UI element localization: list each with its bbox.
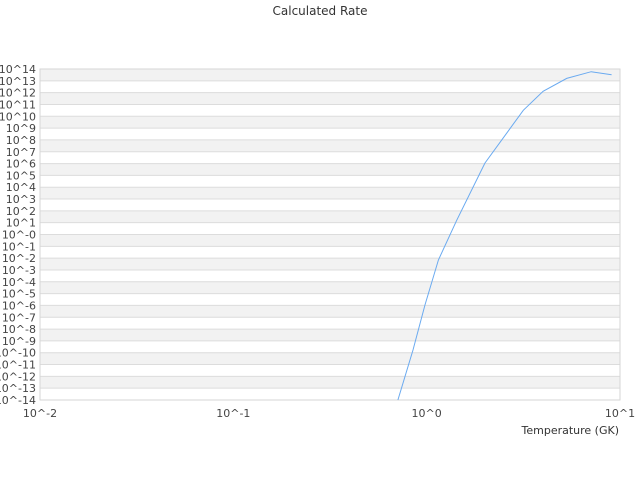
y-tick-label: 10^6 xyxy=(6,158,36,171)
grid-band xyxy=(40,258,620,270)
chart-title: Calculated Rate xyxy=(272,4,368,18)
y-tick-label: 10^1 xyxy=(6,217,36,230)
x-tick-label: 10^1 xyxy=(605,407,635,420)
x-tick-label: 10^0 xyxy=(412,407,442,420)
y-tick-label: 10^4 xyxy=(6,181,36,194)
grid-band xyxy=(40,210,620,223)
x-axis-label: Temperature (GK) xyxy=(521,424,620,437)
grid-band xyxy=(40,116,620,129)
y-tick-label: 10^-10 xyxy=(0,347,36,360)
grid-band xyxy=(40,163,620,176)
y-tick-label: 10^10 xyxy=(0,110,36,123)
y-tick-label: 10^3 xyxy=(6,193,36,206)
y-tick-label: 10^8 xyxy=(6,134,36,147)
y-tick-label: 10^-5 xyxy=(2,288,36,301)
grid-band xyxy=(40,69,620,81)
y-tick-label: 10^-3 xyxy=(2,264,36,277)
grid-band xyxy=(40,187,620,200)
grid-band xyxy=(40,352,620,365)
y-tick-label: 10^13 xyxy=(0,75,36,88)
y-tick-label: 10^-2 xyxy=(2,252,36,265)
y-tick-label: 10^-6 xyxy=(2,299,36,312)
y-tick-label: 10^7 xyxy=(6,146,36,159)
y-tick-label: 10^14 xyxy=(0,63,36,76)
grid-band xyxy=(40,329,620,341)
grid-band xyxy=(40,139,620,152)
y-tick-label: 10^-13 xyxy=(0,382,36,395)
y-tick-label: 10^-0 xyxy=(2,229,36,242)
y-tick-label: 10^-12 xyxy=(0,370,36,383)
grid-band xyxy=(40,376,620,389)
y-tick-label: 10^5 xyxy=(6,169,36,182)
y-tick-label: 10^9 xyxy=(6,122,36,135)
y-tick-label: 10^-1 xyxy=(2,240,36,253)
x-tick-label: 10^-2 xyxy=(23,407,57,420)
y-tick-label: 10^-14 xyxy=(0,394,36,407)
y-tick-label: 10^-8 xyxy=(2,323,36,336)
y-tick-label: 10^12 xyxy=(0,87,36,100)
y-tick-label: 10^-7 xyxy=(2,311,36,324)
grid-band xyxy=(40,305,620,318)
y-tick-label: 10^-4 xyxy=(2,276,36,289)
y-tick-label: 10^2 xyxy=(6,205,36,218)
rate-series-line xyxy=(397,71,612,401)
x-tick-label: 10^-1 xyxy=(216,407,250,420)
grid-band xyxy=(40,92,620,105)
y-tick-label: 10^-11 xyxy=(0,359,36,372)
plot-border xyxy=(39,68,621,401)
y-tick-label: 10^-9 xyxy=(2,335,36,348)
y-tick-label: 10^11 xyxy=(0,98,36,111)
grid-band xyxy=(40,281,620,294)
grid-band xyxy=(40,234,620,247)
